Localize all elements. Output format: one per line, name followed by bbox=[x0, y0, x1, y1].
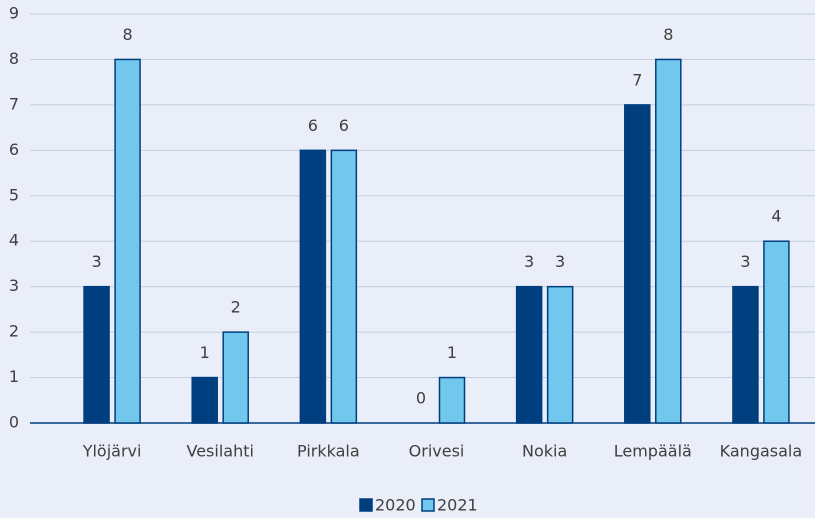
y-tick-label: 0 bbox=[9, 413, 19, 432]
bar bbox=[330, 149, 358, 424]
y-tick-label: 1 bbox=[9, 367, 19, 386]
bar bbox=[546, 285, 574, 424]
data-label: 6 bbox=[308, 116, 318, 135]
y-tick-label: 8 bbox=[9, 49, 19, 68]
x-tick-label: Vesilahti bbox=[186, 442, 253, 461]
bar bbox=[732, 285, 759, 424]
x-tick-label: Pirkkala bbox=[297, 442, 360, 461]
data-label: 6 bbox=[339, 116, 349, 135]
bar bbox=[515, 285, 543, 424]
bar bbox=[191, 376, 218, 424]
legend-label: 2021 bbox=[437, 496, 478, 515]
x-tick-label: Lempäälä bbox=[614, 442, 692, 461]
data-label: 3 bbox=[740, 252, 750, 271]
data-label: 7 bbox=[632, 70, 642, 89]
bar bbox=[222, 331, 249, 424]
y-tick-label: 9 bbox=[9, 4, 19, 23]
data-label: 2 bbox=[231, 298, 241, 317]
y-tick-label: 6 bbox=[9, 140, 19, 159]
data-label: 1 bbox=[200, 343, 210, 362]
x-tick-label: Kangasala bbox=[720, 442, 803, 461]
bar bbox=[655, 58, 682, 424]
legend-swatch bbox=[421, 498, 435, 512]
y-tick-label: 7 bbox=[9, 94, 19, 113]
bar bbox=[763, 240, 790, 424]
x-tick-label: Orivesi bbox=[409, 442, 465, 461]
data-label: 3 bbox=[524, 252, 534, 271]
data-label: 4 bbox=[771, 207, 781, 226]
bar bbox=[438, 376, 466, 424]
bar bbox=[299, 149, 327, 424]
data-label: 3 bbox=[91, 252, 101, 271]
data-label: 0 bbox=[416, 389, 426, 408]
data-label: 8 bbox=[122, 25, 132, 44]
x-tick-label: Nokia bbox=[522, 442, 567, 461]
bar bbox=[114, 58, 141, 424]
legend-label: 2020 bbox=[375, 496, 416, 515]
data-label: 3 bbox=[555, 252, 565, 271]
y-tick-label: 2 bbox=[9, 322, 19, 341]
data-label: 1 bbox=[447, 343, 457, 362]
y-tick-label: 3 bbox=[9, 276, 19, 295]
y-tick-label: 4 bbox=[9, 231, 19, 250]
y-tick-label: 5 bbox=[9, 185, 19, 204]
data-label: 8 bbox=[663, 25, 673, 44]
bar bbox=[83, 285, 110, 424]
bar bbox=[624, 104, 651, 424]
legend-swatch bbox=[359, 498, 373, 512]
x-tick-label: Ylöjärvi bbox=[82, 442, 142, 461]
